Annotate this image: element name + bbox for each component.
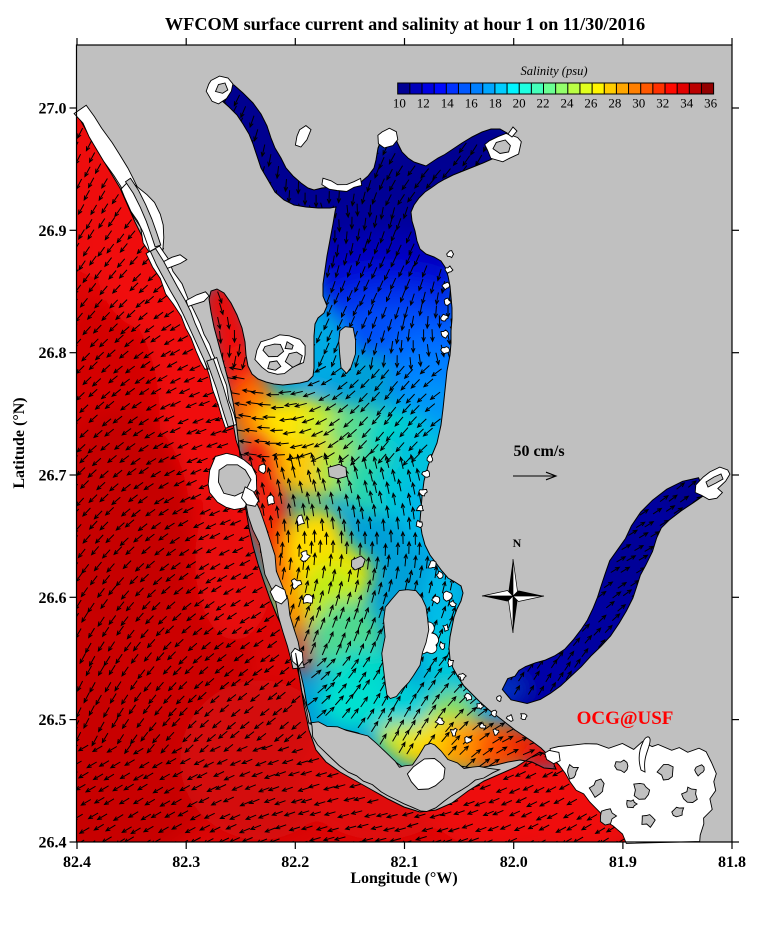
- svg-text:N: N: [513, 536, 522, 550]
- svg-text:Longitude (°W): Longitude (°W): [350, 870, 457, 887]
- svg-text:22: 22: [537, 96, 550, 111]
- svg-text:26.9: 26.9: [39, 223, 67, 240]
- svg-text:82.1: 82.1: [391, 854, 419, 871]
- svg-text:Salinity (psu): Salinity (psu): [520, 64, 587, 78]
- svg-text:36: 36: [704, 96, 718, 111]
- svg-text:12: 12: [417, 96, 430, 111]
- svg-text:18: 18: [489, 96, 502, 111]
- svg-text:10: 10: [393, 96, 406, 111]
- svg-text:82.3: 82.3: [172, 854, 200, 871]
- svg-text:26: 26: [584, 96, 598, 111]
- svg-text:30: 30: [632, 96, 645, 111]
- svg-text:14: 14: [441, 96, 455, 111]
- svg-text:82.0: 82.0: [500, 854, 528, 871]
- svg-text:26.7: 26.7: [39, 468, 67, 485]
- svg-text:82.2: 82.2: [281, 854, 309, 871]
- svg-text:20: 20: [513, 96, 526, 111]
- svg-text:32: 32: [656, 96, 669, 111]
- svg-text:26.4: 26.4: [39, 835, 67, 852]
- svg-text:28: 28: [608, 96, 621, 111]
- svg-text:26.6: 26.6: [39, 590, 67, 607]
- svg-text:26.8: 26.8: [39, 345, 67, 362]
- svg-text:24: 24: [561, 96, 575, 111]
- svg-text:34: 34: [680, 96, 694, 111]
- svg-text:82.4: 82.4: [63, 854, 91, 871]
- svg-text:50 cm/s: 50 cm/s: [513, 443, 564, 460]
- svg-text:16: 16: [465, 96, 479, 111]
- svg-text:81.9: 81.9: [609, 854, 637, 871]
- svg-text:26.5: 26.5: [39, 712, 67, 729]
- svg-text:81.8: 81.8: [718, 854, 746, 871]
- svg-text:Latitude (°N): Latitude (°N): [11, 397, 28, 488]
- svg-text:WFCOM surface current and sali: WFCOM surface current and salinity at ho…: [165, 14, 645, 34]
- svg-text:27.0: 27.0: [39, 101, 67, 118]
- svg-text:OCG@USF: OCG@USF: [577, 708, 674, 729]
